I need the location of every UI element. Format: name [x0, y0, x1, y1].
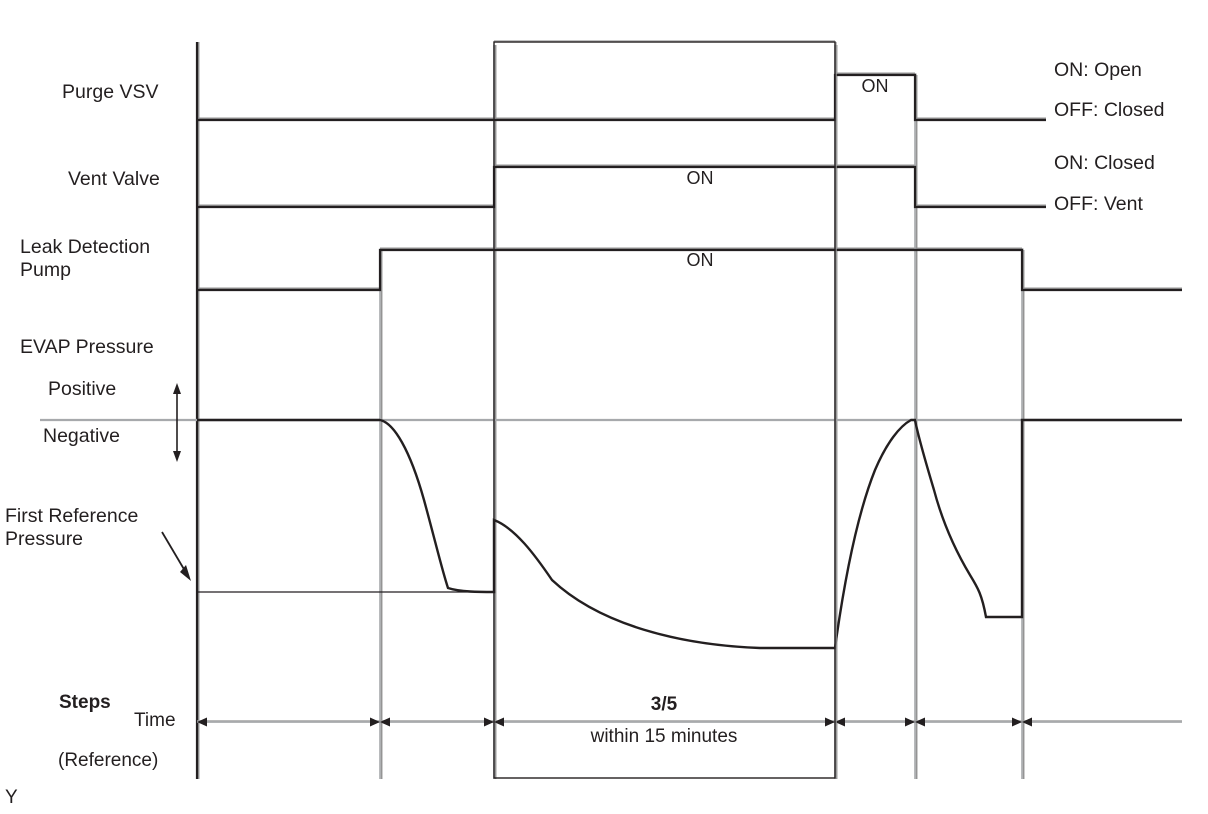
svg-text:Purge VSV: Purge VSV: [62, 81, 158, 103]
svg-text:ON: Open: ON: Open: [1054, 59, 1142, 81]
svg-text:ON: Closed: ON: Closed: [1054, 152, 1155, 174]
svg-text:Pump: Pump: [20, 259, 71, 281]
svg-text:Vent Valve: Vent Valve: [68, 168, 160, 190]
svg-text:Positive: Positive: [48, 378, 116, 400]
svg-text:Pressure: Pressure: [5, 528, 83, 550]
svg-text:Y: Y: [5, 787, 18, 808]
svg-text:ON: ON: [687, 168, 714, 188]
svg-text:ON: ON: [687, 250, 714, 270]
svg-text:within 15 minutes: within 15 minutes: [590, 726, 738, 747]
svg-text:(Reference): (Reference): [58, 750, 158, 771]
svg-text:Negative: Negative: [43, 425, 120, 447]
svg-text:OFF: Closed: OFF: Closed: [1054, 99, 1165, 121]
svg-text:3/5: 3/5: [651, 694, 678, 715]
svg-text:OFF: Vent: OFF: Vent: [1054, 193, 1143, 215]
svg-text:Time: Time: [134, 710, 176, 731]
svg-text:Steps: Steps: [59, 692, 111, 713]
svg-text:ON: ON: [862, 76, 889, 96]
svg-text:First Reference: First Reference: [5, 505, 138, 527]
svg-text:EVAP Pressure: EVAP Pressure: [20, 336, 154, 358]
svg-text:Leak Detection: Leak Detection: [20, 236, 150, 258]
